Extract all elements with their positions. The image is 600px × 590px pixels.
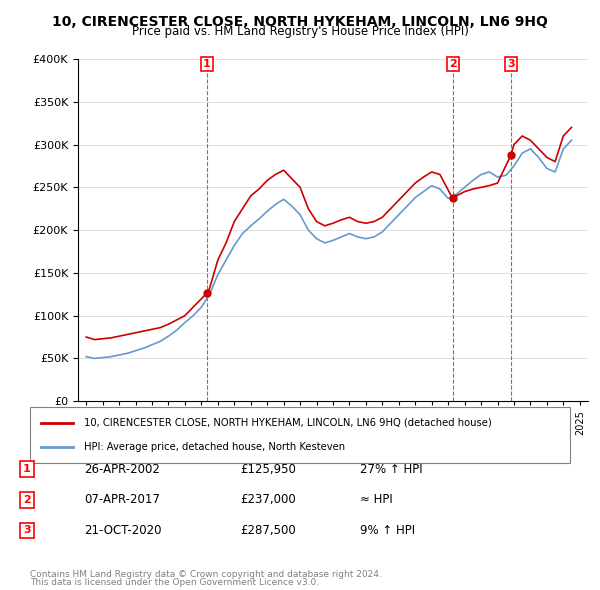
Text: 3: 3 bbox=[507, 59, 515, 69]
Text: ≈ HPI: ≈ HPI bbox=[360, 493, 393, 506]
Text: 2: 2 bbox=[449, 59, 457, 69]
Text: £287,500: £287,500 bbox=[240, 524, 296, 537]
Text: 10, CIRENCESTER CLOSE, NORTH HYKEHAM, LINCOLN, LN6 9HQ (detached house): 10, CIRENCESTER CLOSE, NORTH HYKEHAM, LI… bbox=[84, 418, 492, 428]
Text: 07-APR-2017: 07-APR-2017 bbox=[84, 493, 160, 506]
Text: 3: 3 bbox=[23, 526, 31, 535]
Text: This data is licensed under the Open Government Licence v3.0.: This data is licensed under the Open Gov… bbox=[30, 578, 319, 587]
Text: 21-OCT-2020: 21-OCT-2020 bbox=[84, 524, 161, 537]
Text: Contains HM Land Registry data © Crown copyright and database right 2024.: Contains HM Land Registry data © Crown c… bbox=[30, 571, 382, 579]
Text: 1: 1 bbox=[23, 464, 31, 474]
FancyBboxPatch shape bbox=[30, 407, 570, 463]
Text: HPI: Average price, detached house, North Kesteven: HPI: Average price, detached house, Nort… bbox=[84, 442, 345, 453]
Text: 10, CIRENCESTER CLOSE, NORTH HYKEHAM, LINCOLN, LN6 9HQ: 10, CIRENCESTER CLOSE, NORTH HYKEHAM, LI… bbox=[52, 15, 548, 29]
Text: 1: 1 bbox=[203, 59, 211, 69]
Text: £125,950: £125,950 bbox=[240, 463, 296, 476]
Text: 9% ↑ HPI: 9% ↑ HPI bbox=[360, 524, 415, 537]
Text: Price paid vs. HM Land Registry's House Price Index (HPI): Price paid vs. HM Land Registry's House … bbox=[131, 25, 469, 38]
Text: £237,000: £237,000 bbox=[240, 493, 296, 506]
Text: 26-APR-2002: 26-APR-2002 bbox=[84, 463, 160, 476]
Text: 2: 2 bbox=[23, 495, 31, 504]
Text: 27% ↑ HPI: 27% ↑ HPI bbox=[360, 463, 422, 476]
